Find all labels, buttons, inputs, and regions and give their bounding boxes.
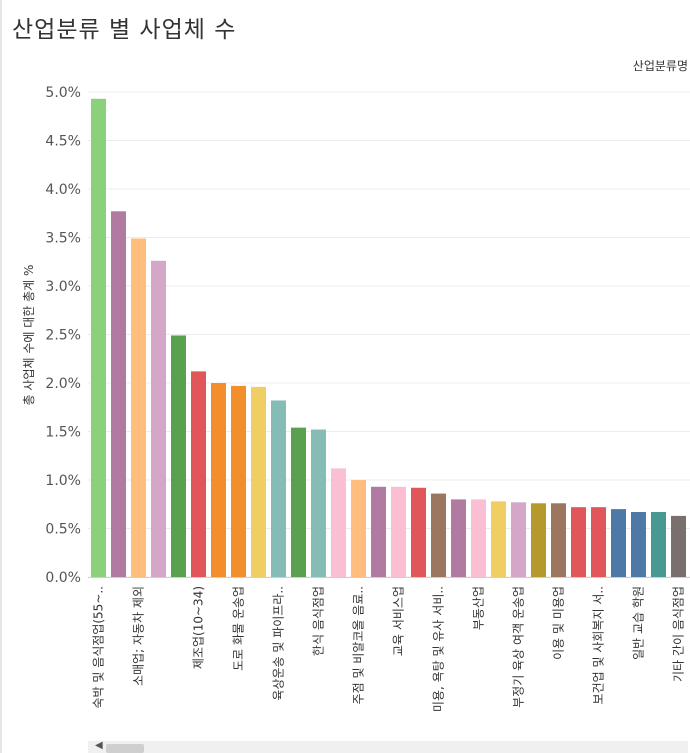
bar bbox=[431, 493, 446, 577]
bar bbox=[351, 480, 366, 577]
y-tick-label: 1.5% bbox=[45, 425, 81, 441]
bar bbox=[591, 507, 606, 577]
bar bbox=[551, 503, 566, 577]
y-tick-label: 3.0% bbox=[45, 279, 81, 295]
bar bbox=[251, 386, 266, 577]
x-category-label: 도로 화물 운송업 bbox=[232, 586, 246, 671]
horizontal-scrollbar[interactable]: ◀ bbox=[88, 740, 688, 753]
bar bbox=[291, 427, 306, 577]
bar bbox=[111, 211, 126, 577]
y-tick-label: 3.5% bbox=[45, 231, 81, 247]
bar bbox=[331, 468, 346, 577]
bar bbox=[651, 512, 666, 577]
bar bbox=[451, 499, 466, 577]
x-category-label: 제조업(10~34) bbox=[192, 586, 206, 669]
bar bbox=[631, 512, 646, 577]
y-tick-label: 0.0% bbox=[45, 570, 81, 586]
x-category-label: 한식 음식점업 bbox=[312, 586, 326, 656]
bar bbox=[571, 507, 586, 577]
x-category-label: 이용 및 미용업 bbox=[552, 586, 566, 660]
y-tick-label: 0.5% bbox=[45, 522, 81, 538]
bar bbox=[491, 501, 506, 577]
x-category-label: 숙박 및 음식점업(55~.. bbox=[92, 586, 106, 709]
x-category-label: 소매업; 자동차 제외 bbox=[132, 586, 146, 686]
x-category-label: 육상운송 및 파이프라.. bbox=[272, 586, 286, 701]
bar bbox=[271, 400, 286, 577]
x-category-label: 부정기 육상 여객 운송업 bbox=[512, 586, 526, 708]
bar bbox=[131, 238, 146, 577]
chart-title: 산업분류 별 사업체 수 bbox=[12, 17, 237, 43]
bar bbox=[151, 260, 166, 577]
bar bbox=[211, 383, 226, 577]
y-tick-label: 5.0% bbox=[45, 85, 81, 101]
bar bbox=[531, 503, 546, 577]
bar bbox=[411, 487, 426, 577]
x-category-label: 미용, 욕탕 및 유사 서비.. bbox=[432, 586, 446, 712]
bar bbox=[231, 385, 246, 577]
bar bbox=[91, 98, 106, 577]
bar bbox=[391, 486, 406, 577]
x-category-label: 기타 간이 음식점업 bbox=[672, 586, 686, 682]
scroll-left-arrow-icon[interactable]: ◀ bbox=[95, 740, 103, 751]
bar bbox=[311, 429, 326, 577]
bar bbox=[371, 486, 386, 577]
y-tick-label: 2.0% bbox=[45, 376, 81, 392]
x-category-label: 보건업 및 사회복지 서.. bbox=[592, 586, 606, 704]
legend-title[interactable]: 산업분류명 bbox=[632, 59, 688, 73]
y-tick-label: 2.5% bbox=[45, 328, 81, 344]
bar bbox=[471, 499, 486, 577]
y-tick-label: 4.5% bbox=[45, 134, 81, 150]
x-category-label: 교육 서비스업 bbox=[392, 586, 406, 656]
bar bbox=[191, 371, 206, 577]
bar bbox=[611, 509, 626, 577]
bar bbox=[511, 502, 526, 577]
y-tick-label: 1.0% bbox=[45, 473, 81, 489]
y-tick-label: 4.0% bbox=[45, 182, 81, 198]
x-category-label: 일반 교습 학원 bbox=[632, 586, 646, 660]
y-axis-label: 총 사업체 수에 대한 총계 % bbox=[22, 265, 36, 406]
scroll-thumb[interactable] bbox=[106, 744, 144, 753]
bar bbox=[171, 335, 186, 577]
x-category-label: 부동산업 bbox=[472, 586, 486, 630]
bar bbox=[671, 515, 686, 577]
chart-left-border bbox=[0, 0, 2, 753]
x-category-label: 주점 및 비알코올 음료.. bbox=[352, 586, 366, 704]
